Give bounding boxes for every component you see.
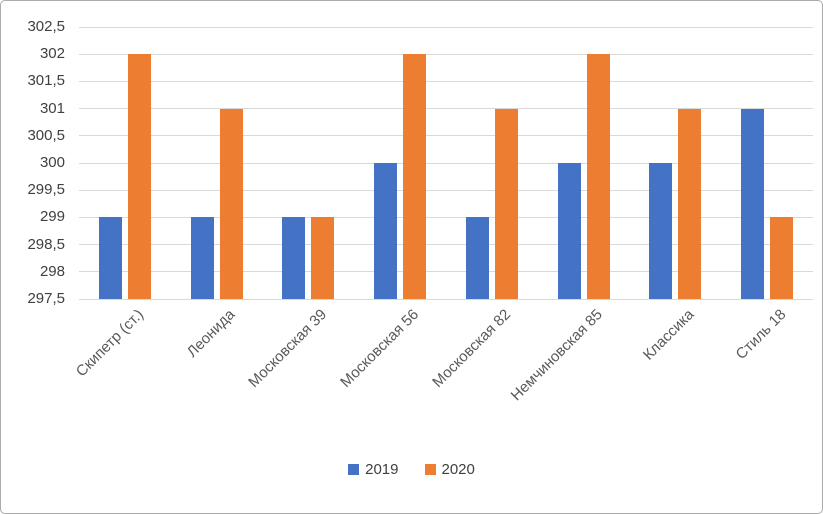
y-tick-label: 300 (39, 154, 65, 172)
x-category-label: Стиль 18 (732, 306, 790, 363)
bar-group (79, 27, 171, 299)
x-category-label: Немчиновская 85 (507, 306, 606, 405)
x-axis-labels: Скипетр (ст.) Леонида Московская 39 Московс… (73, 306, 813, 436)
plot-area (79, 26, 813, 300)
bar-2019 (557, 163, 581, 299)
bar-group (538, 27, 630, 299)
bar-group (354, 27, 446, 299)
gridline (79, 108, 813, 110)
bar-2019 (190, 217, 214, 299)
bar-group (721, 27, 813, 299)
bar-group (630, 27, 722, 299)
bar-2019 (649, 163, 673, 299)
bar-2020 (678, 108, 702, 299)
bar-2020 (770, 217, 794, 299)
y-axis: 302,5 302 301,5 301 300,5 300 299,5 299 298,5 298… (1, 18, 71, 307)
bar-group (446, 27, 538, 299)
y-tick-label: 297,5 (27, 290, 65, 308)
y-tick-label: 301,5 (27, 72, 65, 90)
bar-2020 (586, 54, 610, 299)
legend-swatch-icon (348, 464, 360, 475)
legend-swatch-icon (424, 464, 436, 475)
bar-2020 (403, 54, 427, 299)
bar-2019 (282, 217, 306, 299)
gridline (79, 298, 813, 300)
y-tick-label: 298,5 (27, 235, 65, 253)
bar-2020 (127, 54, 151, 299)
bar-2019 (741, 108, 765, 299)
legend-label: 2019 (365, 461, 399, 478)
x-category-label: Московская 82 (428, 306, 514, 391)
y-tick-label: 302 (39, 45, 65, 63)
gridline (79, 53, 813, 55)
bar-2020 (311, 217, 335, 299)
x-category-label: Скипетр (ст.) (72, 306, 147, 381)
bar-2020 (494, 108, 518, 299)
gridline (79, 80, 813, 82)
x-category-label: Классика (639, 306, 698, 364)
bar-2019 (465, 217, 489, 299)
gridline (79, 244, 813, 246)
bar-2019 (374, 163, 398, 299)
x-category-label: Леонида (183, 306, 239, 361)
gridline (79, 162, 813, 164)
bar-2020 (219, 108, 243, 299)
gridline (79, 271, 813, 273)
bars-layer (79, 27, 813, 299)
legend-item-2020: 2020 (424, 461, 475, 478)
y-tick-label: 302,5 (27, 18, 65, 36)
legend-item-2019: 2019 (348, 461, 399, 478)
gridline (79, 189, 813, 191)
y-tick-label: 299 (39, 208, 65, 226)
bar-2019 (98, 217, 122, 299)
gridline (79, 26, 813, 28)
bar-group (171, 27, 263, 299)
legend: 2019 2020 (1, 461, 822, 478)
y-tick-label: 301 (39, 99, 65, 117)
y-tick-label: 299,5 (27, 181, 65, 199)
bar-group (263, 27, 355, 299)
gridline (79, 216, 813, 218)
gridline (79, 135, 813, 137)
x-category-label: Московская 39 (245, 306, 331, 391)
y-tick-label: 300,5 (27, 126, 65, 144)
x-category-label: Московская 56 (337, 306, 423, 391)
y-tick-label: 298 (39, 262, 65, 280)
legend-label: 2020 (441, 461, 475, 478)
